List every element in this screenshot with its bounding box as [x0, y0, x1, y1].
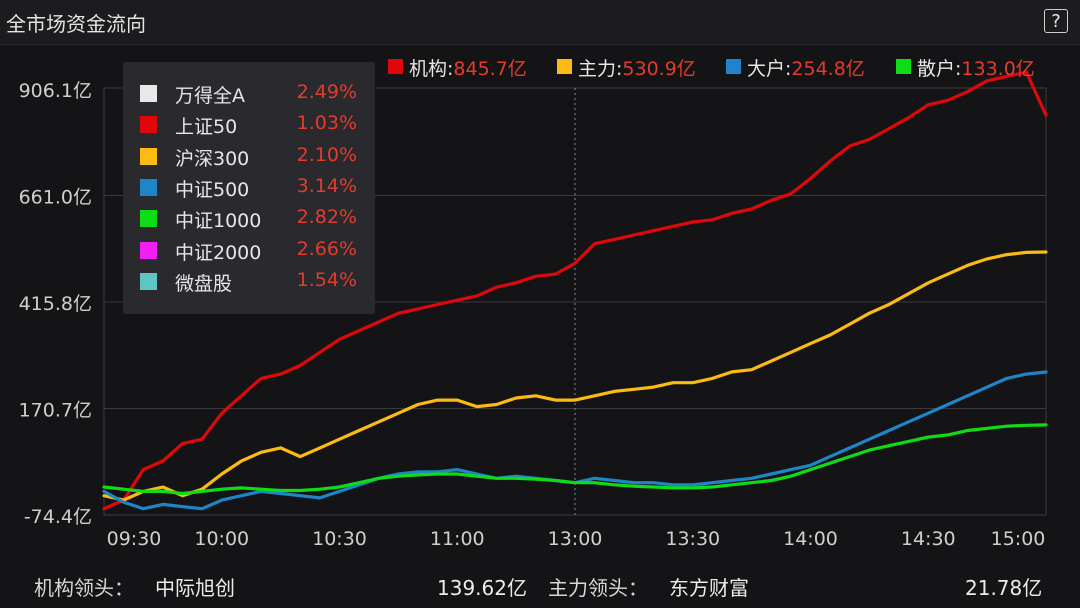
- x-tick-label: 14:00: [783, 528, 838, 550]
- x-tick-label: 10:30: [312, 528, 367, 550]
- index-name: 中证500: [175, 178, 250, 201]
- x-tick-label: 13:30: [665, 528, 720, 550]
- page-title: 全市场资金流向: [6, 12, 146, 36]
- index-swatch: [140, 85, 157, 102]
- footer-main-stock[interactable]: 东方财富: [669, 576, 749, 600]
- index-change: 3.14%: [296, 174, 357, 197]
- y-tick-label: 415.8亿: [19, 293, 92, 315]
- index-name: 中证2000: [175, 241, 262, 264]
- index-swatch: [140, 272, 157, 290]
- x-tick-label: 15:00: [991, 528, 1046, 550]
- legend-value: 254.8亿: [791, 58, 864, 80]
- legend-name: 机构:: [409, 58, 453, 80]
- index-swatch: [140, 116, 157, 134]
- x-tick-label: 11:00: [430, 528, 485, 550]
- index-swatch: [140, 241, 157, 259]
- legend-value: 845.7亿: [453, 58, 526, 80]
- index-row: 中证2000 2.66%: [123, 236, 375, 266]
- y-tick-label: -74.4亿: [24, 506, 92, 528]
- footer-inst-value: 139.62亿: [437, 576, 527, 600]
- y-tick-label: 661.0亿: [19, 186, 92, 208]
- index-swatch: [140, 178, 157, 196]
- index-change: 1.54%: [296, 268, 357, 291]
- y-tick-label: 170.7亿: [19, 400, 92, 422]
- index-change: 2.82%: [296, 206, 357, 229]
- index-row: 万得全A 2.49%: [123, 79, 375, 109]
- legend-swatch: [388, 59, 403, 74]
- index-name: 万得全A: [175, 85, 245, 107]
- index-name: 上证50: [175, 116, 238, 139]
- index-name: 中证1000: [175, 210, 262, 233]
- y-tick-label: 906.1亿: [19, 80, 92, 102]
- x-tick-label: 10:00: [194, 528, 249, 550]
- index-change: 2.49%: [296, 81, 357, 103]
- index-swatch: [140, 210, 157, 228]
- legend-swatch: [557, 59, 572, 74]
- x-tick-label: 14:30: [901, 528, 956, 550]
- footer-main-value: 21.78亿: [965, 576, 1043, 600]
- legend-value: 530.9亿: [622, 58, 695, 80]
- series-line-散户: [102, 423, 1048, 496]
- legend-value: 133.0亿: [961, 58, 1034, 80]
- index-change: 1.03%: [296, 112, 357, 135]
- series-line-主力: [102, 250, 1048, 502]
- legend-entry: 大户:254.8亿: [747, 58, 865, 80]
- help-button[interactable]: ?: [1044, 9, 1068, 33]
- footer-main-label: 主力领头：: [548, 576, 648, 600]
- index-name: 微盘股: [175, 272, 233, 295]
- legend-entry: 主力:530.9亿: [578, 58, 696, 80]
- title-bar: 全市场资金流向 ?: [0, 0, 1080, 45]
- series-line-机构: [102, 70, 1048, 511]
- legend-name: 主力:: [578, 58, 622, 80]
- index-row: 微盘股 1.54%: [123, 267, 375, 297]
- index-change: 2.66%: [296, 237, 357, 260]
- index-swatch: [140, 147, 157, 165]
- legend-entry: 散户:133.0亿: [917, 58, 1035, 80]
- index-change-panel: 万得全A 2.49% 上证50 1.03% 沪深300 2.10% 中证500 3.14% 中证…: [123, 62, 375, 314]
- legend-entry: 机构:845.7亿: [409, 58, 527, 80]
- index-row: 中证1000 2.82%: [123, 204, 375, 234]
- footer-inst-label: 机构领头：: [34, 576, 134, 600]
- index-row: 上证50 1.03%: [123, 110, 375, 140]
- index-row: 中证500 3.14%: [123, 173, 375, 203]
- x-tick-label: 13:00: [548, 528, 603, 550]
- legend-name: 散户:: [917, 58, 961, 80]
- legend-swatch: [896, 59, 911, 74]
- legend-name: 大户:: [747, 58, 791, 80]
- index-row: 沪深300 2.10%: [123, 142, 375, 172]
- footer-inst-stock[interactable]: 中际旭创: [155, 576, 235, 600]
- x-tick-label: 09:30: [107, 528, 162, 550]
- legend-swatch: [726, 59, 741, 74]
- index-name: 沪深300: [175, 147, 250, 170]
- index-change: 2.10%: [296, 143, 357, 166]
